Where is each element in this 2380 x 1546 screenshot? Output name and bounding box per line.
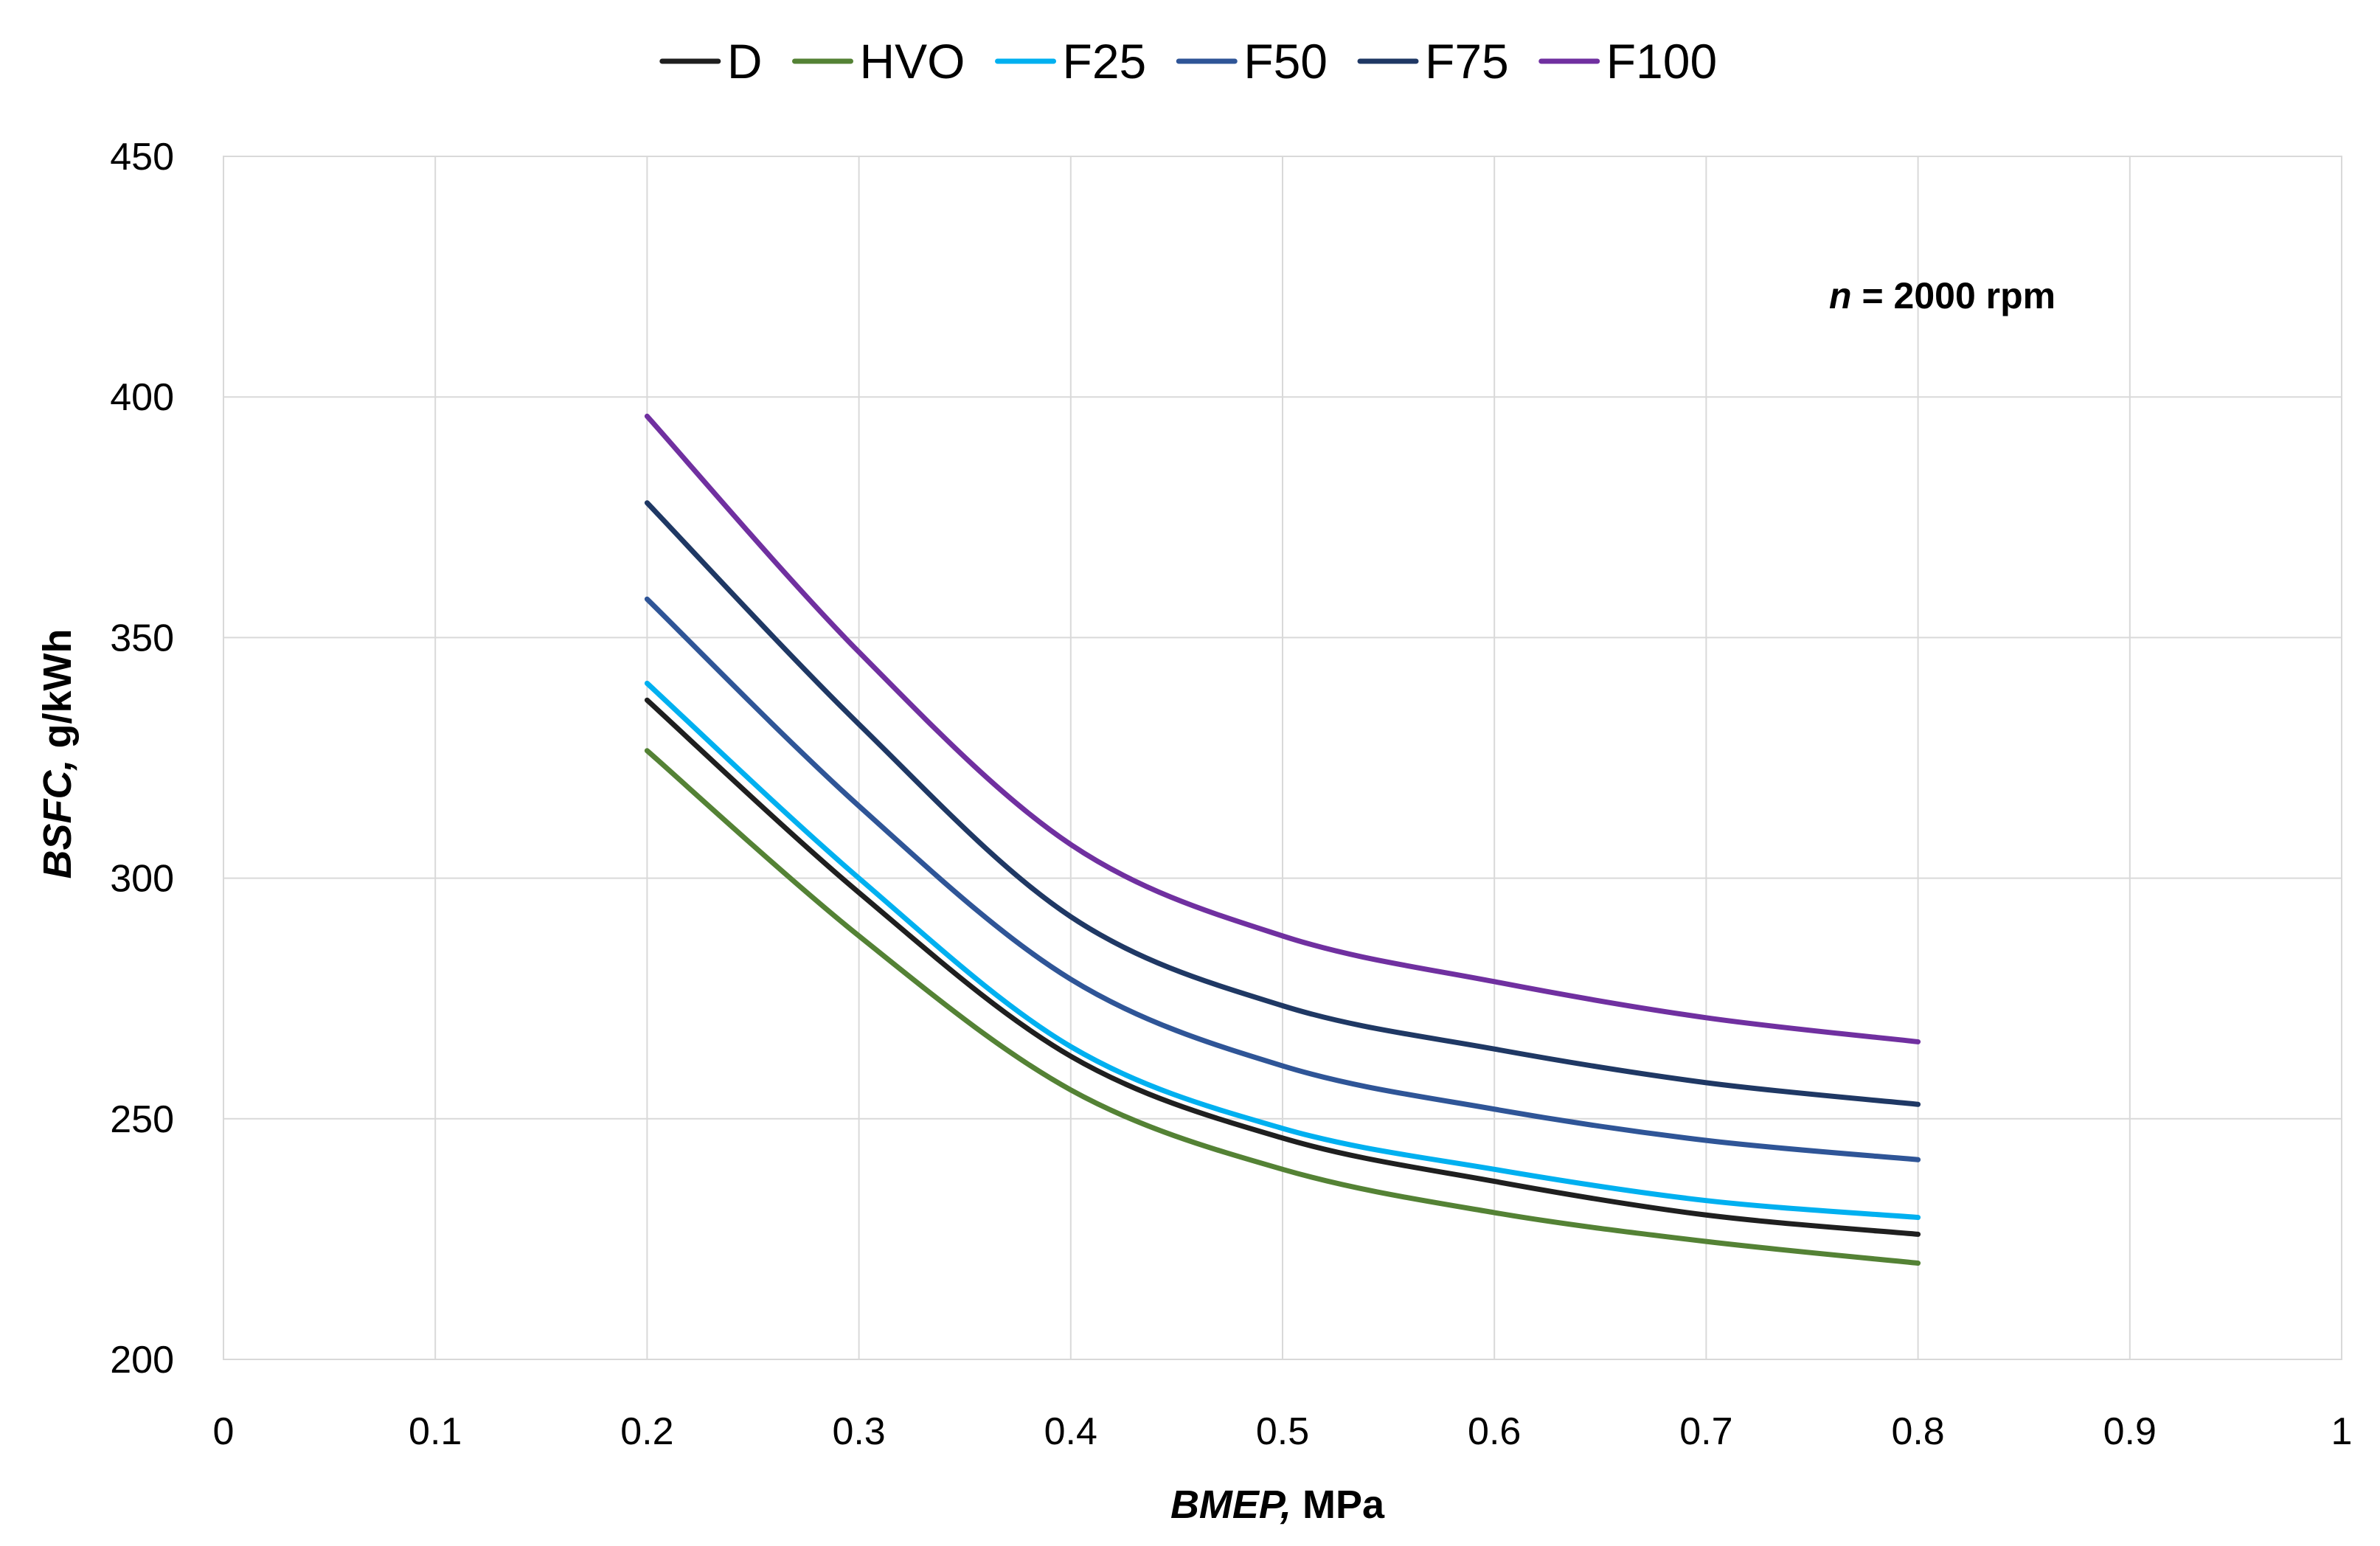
- y-axis-title-italic: BSFC,: [35, 759, 80, 878]
- y-tick-label-5: 450: [110, 136, 174, 178]
- plot-area-border: [223, 156, 2342, 1360]
- x-tick-label-0: 0: [213, 1410, 235, 1453]
- grid: [223, 156, 2342, 1360]
- y-tick-label-4: 400: [110, 376, 174, 419]
- y-axis-title: BSFC, g/kWh: [35, 629, 80, 879]
- legend-label-f100: F100: [1606, 34, 1717, 89]
- x-tick-label-9: 0.9: [2103, 1410, 2157, 1453]
- y-tick-label-0: 200: [110, 1339, 174, 1382]
- legend-label-d: D: [727, 34, 763, 89]
- legend-label-f50: F50: [1243, 34, 1328, 89]
- y-tick-label-1: 250: [110, 1098, 174, 1141]
- series-line-f50: [644, 596, 1921, 1162]
- series-line-hvo: [644, 748, 1921, 1266]
- x-tick-label-2: 0.2: [620, 1410, 673, 1453]
- x-axis-title-rest: MPa: [1291, 1483, 1385, 1527]
- x-tick-label-8: 0.8: [1891, 1410, 1944, 1453]
- series-lines: [644, 413, 1921, 1266]
- series-line-f75: [644, 500, 1921, 1107]
- annotation-italic: n: [1829, 275, 1852, 316]
- x-axis-title: BMEP, MPa: [1170, 1483, 1385, 1527]
- y-tick-label-3: 350: [110, 617, 174, 659]
- legend-label-f25: F25: [1063, 34, 1147, 89]
- legend-label-hvo: HVO: [860, 34, 965, 89]
- y-tick-label-2: 300: [110, 858, 174, 901]
- x-tick-label-3: 0.3: [832, 1410, 885, 1453]
- x-tick-label-6: 0.6: [1468, 1410, 1521, 1453]
- annotation-speed: n = 2000 rpm: [1829, 275, 2055, 316]
- legend: D HVO F25 F50 F75 F100: [659, 34, 1717, 89]
- x-tick-label-7: 0.7: [1679, 1410, 1732, 1453]
- series-line-d: [644, 697, 1921, 1237]
- legend-label-f75: F75: [1425, 34, 1509, 89]
- x-tick-label-1: 0.1: [409, 1410, 462, 1453]
- x-tick-label-10: 1: [2331, 1410, 2353, 1453]
- x-axis-title-italic: BMEP,: [1170, 1483, 1291, 1527]
- tick-labels: 0 0.1 0.2 0.3 0.4 0.5 0.6 0.7 0.8 0.9 1 200 250 300 35…: [110, 136, 2352, 1453]
- series-line-f25: [644, 680, 1921, 1221]
- x-tick-label-5: 0.5: [1256, 1410, 1309, 1453]
- annotation-rest: = 2000 rpm: [1852, 275, 2056, 316]
- x-tick-label-4: 0.4: [1044, 1410, 1097, 1453]
- series-line-f100: [644, 413, 1921, 1044]
- y-axis-title-rest: g/kWh: [35, 629, 80, 760]
